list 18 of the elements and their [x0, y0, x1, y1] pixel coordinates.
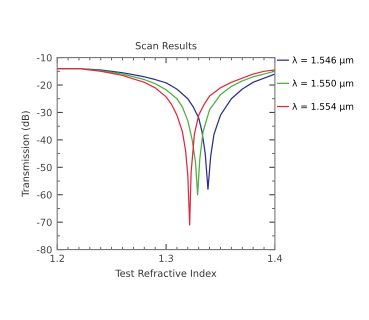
- y-tick-label: -10: [36, 54, 52, 62]
- y-tick-label: -60: [36, 191, 52, 199]
- x-tick-label: 1.3: [159, 254, 173, 262]
- y-tick-label: -80: [36, 246, 52, 254]
- legend-label: λ = 1.546 µm: [292, 56, 354, 66]
- x-axis-title: Test Refractive Index: [115, 269, 216, 277]
- legend-label: λ = 1.554 µm: [292, 102, 354, 112]
- x-tick-label: 1.2: [50, 254, 64, 262]
- y-axis-title: Transmission (dB): [21, 111, 30, 197]
- x-tick-label: 1.4: [268, 254, 282, 262]
- y-tick-label: -50: [36, 164, 52, 172]
- y-tick-label: -30: [36, 108, 52, 116]
- legend-label: λ = 1.550 µm: [292, 80, 354, 88]
- chart-title: Scan Results: [136, 42, 196, 50]
- y-tick-label: -20: [36, 82, 52, 89]
- y-tick-label: -70: [36, 218, 52, 226]
- line-series: [57, 68, 275, 226]
- y-tick-label: -40: [36, 136, 52, 144]
